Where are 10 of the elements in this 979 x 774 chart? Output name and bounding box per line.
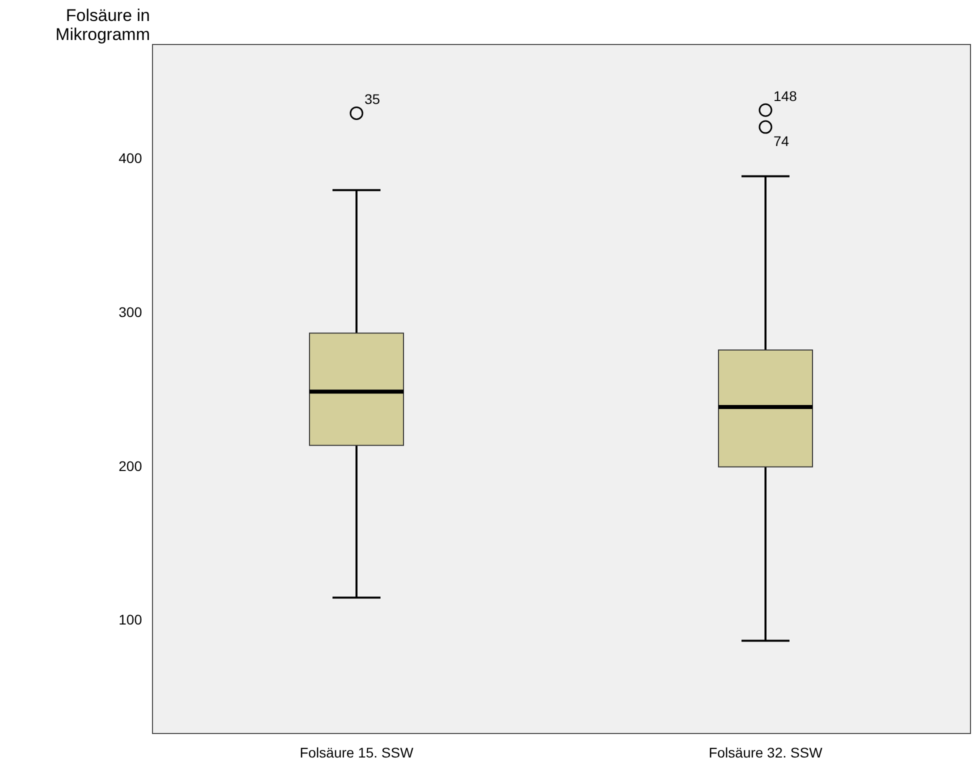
annotation: 74 [774, 132, 790, 149]
y-tick-label: 300 [118, 304, 142, 320]
y-axis-title: Folsäure in Mikrogramm [54, 6, 150, 44]
annotation: 35 [364, 91, 380, 108]
y-tick-label: 400 [118, 150, 142, 166]
annotation: 148 [774, 88, 798, 104]
x-tick-label: Folsäure 15. SSW [300, 744, 414, 760]
x-tick-label: Folsäure 32. SSW [708, 744, 824, 760]
y-tick-label: 200 [118, 458, 142, 474]
y-tick-label: 100 [118, 612, 142, 628]
